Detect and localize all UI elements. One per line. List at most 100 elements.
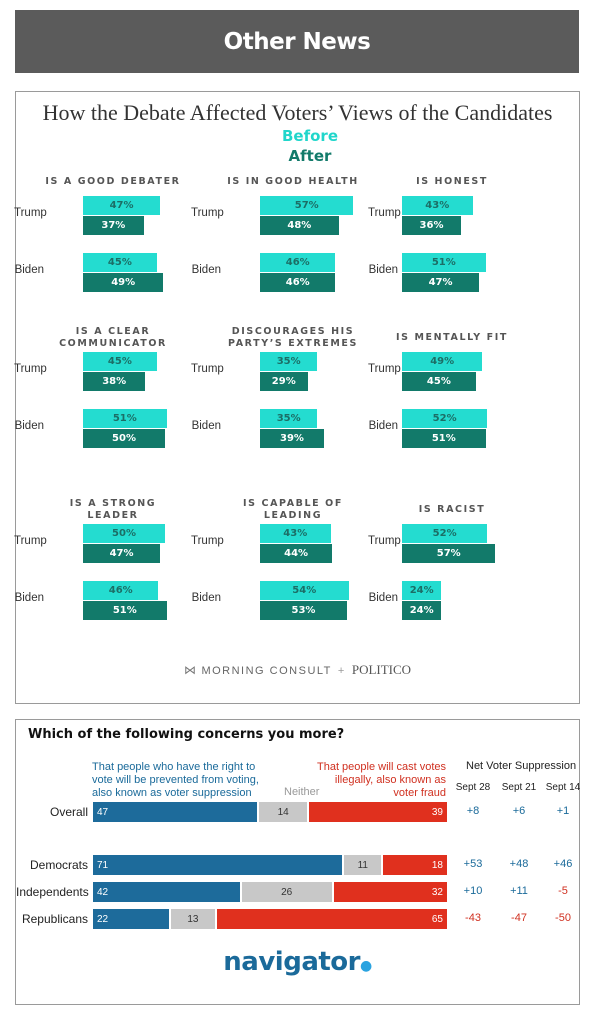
row-label: Trump	[191, 363, 224, 375]
panel-title: IS A STRONG LEADER	[69, 498, 157, 521]
morning-consult-logo: MORNING CONSULT	[201, 665, 332, 677]
row-label: Trump	[368, 535, 401, 547]
bar-suppression: 22	[93, 909, 169, 929]
bar-before: 50%	[83, 524, 165, 543]
bar-fraud: 65	[216, 909, 447, 929]
bar-before: 49%	[402, 352, 483, 371]
row-label: Biden	[191, 420, 221, 432]
row-label: Biden	[14, 420, 44, 432]
concerns-chart-title: Which of the following concerns you more…	[28, 727, 345, 742]
group-label: Republicans	[21, 912, 88, 926]
bar-before: 35%	[260, 409, 318, 428]
bar-fraud: 18	[383, 855, 447, 875]
bar-before: 43%	[260, 524, 331, 543]
date-header: Sept 21	[501, 782, 537, 793]
row-label: Biden	[368, 420, 398, 432]
net-value: +11	[510, 885, 528, 897]
bar-neither: 13	[170, 909, 215, 929]
navigator-logo: navigator●	[16, 947, 579, 977]
bar-suppression: 47	[93, 802, 258, 822]
bar-after: 38%	[83, 372, 146, 391]
panel-title: IS A GOOD DEBATER	[45, 176, 181, 187]
bar-before: 24%	[402, 581, 442, 600]
net-value: +6	[512, 805, 526, 817]
bar-neither: 26	[241, 882, 332, 902]
bar-after: 50%	[83, 429, 165, 448]
group-label: Democrats	[29, 858, 88, 872]
row-label: Biden	[14, 592, 44, 604]
bar-before: 47%	[83, 196, 161, 215]
bar-before: 52%	[402, 409, 488, 428]
bar-after: 29%	[260, 372, 308, 391]
section-title: Other News	[223, 28, 371, 55]
panel-title: IS CAPABLE OF LEADING	[243, 498, 343, 521]
bar-before: 51%	[83, 409, 167, 428]
debate-chart-panel: How the Debate Affected Voters’ Views of…	[14, 91, 580, 704]
bar-after: 36%	[402, 216, 462, 235]
bar-after: 47%	[402, 273, 480, 292]
net-value: +46	[553, 858, 573, 870]
date-header: Sept 14	[545, 782, 581, 793]
net-value: -50	[555, 912, 571, 924]
net-value: -47	[511, 912, 527, 924]
row-label: Trump	[14, 535, 47, 547]
morning-consult-logo-icon: ⋈	[183, 663, 198, 677]
concerns-chart-panel: Which of the following concerns you more…	[15, 719, 580, 1005]
bar-after: 51%	[83, 601, 167, 620]
panel-title: IS IN GOOD HEALTH	[227, 176, 359, 187]
panel-title: DISCOURAGES HIS PARTY’S EXTREMES	[228, 326, 358, 349]
net-value: -43	[465, 912, 481, 924]
fraud-header: That people will cast votes illegally, a…	[316, 761, 446, 799]
bar-after: 24%	[402, 601, 442, 620]
net-value: -5	[558, 885, 568, 897]
row-label: Trump	[14, 363, 47, 375]
bar-after: 39%	[260, 429, 324, 448]
panel-title: IS HONEST	[416, 176, 488, 187]
group-label: Independents	[16, 885, 89, 899]
bar-after: 53%	[260, 601, 347, 620]
row-label: Trump	[14, 207, 47, 219]
net-value: +8	[466, 805, 480, 817]
row-label: Biden	[368, 592, 398, 604]
bar-after: 44%	[260, 544, 333, 563]
bar-after: 57%	[402, 544, 496, 563]
bar-after: 47%	[83, 544, 161, 563]
navigator-wordmark: navigator	[223, 947, 360, 977]
bar-neither: 11	[344, 855, 382, 875]
bar-after: 48%	[260, 216, 339, 235]
net-value: +1	[556, 805, 570, 817]
bar-before: 43%	[402, 196, 473, 215]
bar-after: 37%	[83, 216, 144, 235]
suppression-header: That people who have the right to vote w…	[92, 761, 259, 799]
panel-title: IS RACIST	[418, 504, 486, 515]
section-header: Other News	[15, 10, 579, 73]
bar-fraud: 32	[333, 882, 447, 902]
bar-before: 46%	[83, 581, 159, 600]
legend-after: After	[288, 147, 332, 165]
net-suppression-header: Net Voter Suppression	[466, 760, 577, 772]
date-header: Sept 28	[455, 782, 491, 793]
bar-after: 51%	[402, 429, 486, 448]
debate-chart-title: How the Debate Affected Voters’ Views of…	[42, 100, 553, 125]
bar-after: 49%	[83, 273, 164, 292]
bar-after: 46%	[260, 273, 336, 292]
row-label: Trump	[368, 363, 401, 375]
bar-suppression: 42	[93, 882, 240, 902]
bar-before: 51%	[402, 253, 486, 272]
row-label: Trump	[368, 207, 401, 219]
row-label: Biden	[191, 592, 221, 604]
bar-neither: 14	[259, 802, 307, 822]
row-label: Trump	[191, 207, 224, 219]
row-label: Biden	[368, 264, 398, 276]
bar-before: 45%	[83, 352, 157, 371]
net-value: +10	[463, 885, 483, 897]
bar-before: 52%	[402, 524, 488, 543]
panel-title: IS MENTALLY FIT	[396, 332, 508, 343]
panel-title: IS A CLEAR COMMUNICATOR	[59, 326, 167, 349]
bar-before: 35%	[260, 352, 318, 371]
bar-fraud: 39	[308, 802, 447, 822]
logo-separator: +	[337, 665, 346, 677]
row-label: Trump	[191, 535, 224, 547]
bar-before: 54%	[260, 581, 349, 600]
row-label: Biden	[14, 264, 44, 276]
